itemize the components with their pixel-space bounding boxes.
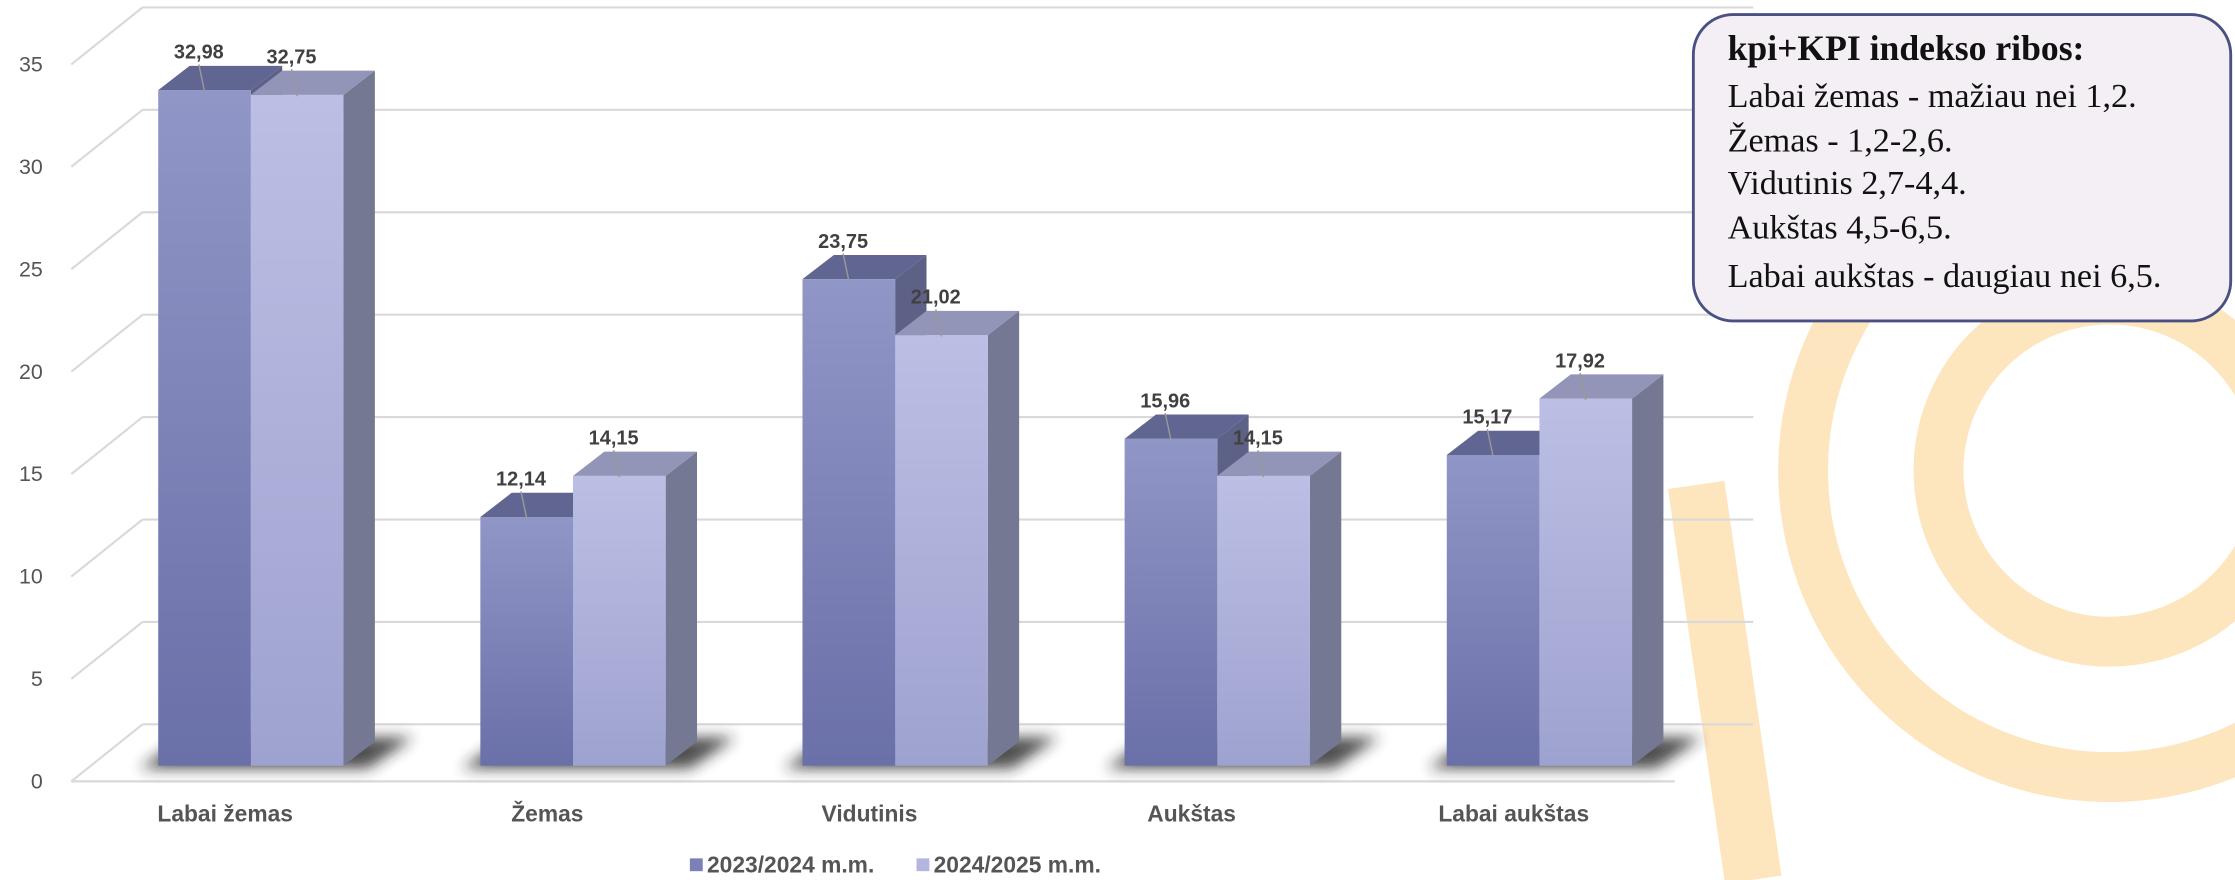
x-tick-label: Aukštas	[1147, 800, 1236, 826]
legend-label: 2024/2025 m.m.	[934, 852, 1101, 878]
legend: 2023/2024 m.m. 2024/2025 m.m.	[689, 852, 1101, 878]
y-tick-label: 20	[19, 360, 43, 384]
label-leader	[1579, 372, 1587, 401]
bar	[480, 517, 574, 766]
grid-line	[70, 108, 144, 168]
bar	[158, 90, 251, 766]
bar-top	[895, 310, 1020, 336]
label-leader	[612, 450, 621, 478]
annotation-line: Žemas - 1,2-2,6.	[1728, 122, 1953, 159]
bar-top	[1217, 451, 1342, 476]
label-leader	[842, 253, 850, 281]
bar-side	[987, 310, 1020, 766]
bar-top	[802, 254, 927, 280]
value-label: 15,17	[1462, 407, 1512, 429]
annotation-line: Labai aukštas - daugiau nei 6,5.	[1728, 258, 2162, 295]
bar-top	[158, 65, 283, 91]
bar-top	[1124, 414, 1249, 439]
value-label: 15,96	[1140, 390, 1190, 412]
y-tick-label: 5	[31, 667, 43, 691]
label-leader	[198, 64, 206, 92]
annotation-line: Vidutinis 2,7-4,4.	[1728, 165, 1967, 202]
grid-line	[70, 518, 144, 578]
y-tick-label: 10	[19, 565, 43, 589]
bar	[802, 279, 896, 766]
value-label: 12,14	[496, 469, 546, 491]
x-tick-label: Labai žemas	[157, 800, 293, 826]
legend-swatch	[916, 858, 930, 872]
value-label: 14,15	[589, 427, 639, 449]
label-leader	[1257, 450, 1265, 478]
bar-top	[573, 451, 698, 476]
value-label: 23,75	[818, 231, 868, 253]
y-tick-label: 35	[19, 53, 43, 77]
y-tick-label: 30	[19, 155, 43, 179]
bar-top	[250, 70, 375, 95]
label-leader	[1164, 412, 1172, 441]
x-tick-label: Labai aukštas	[1438, 800, 1589, 826]
value-label: 21,02	[911, 287, 961, 309]
x-tick-label: Vidutinis	[822, 800, 918, 826]
annotation-box: kpi+KPI indekso ribos: Labai žemas - maž…	[1691, 13, 2233, 323]
y-tick-label: 0	[31, 770, 43, 794]
bar	[895, 335, 988, 766]
bar	[250, 94, 344, 766]
bar	[1217, 475, 1310, 766]
grid-line	[70, 6, 144, 66]
legend-label: 2023/2024 m.m.	[707, 852, 874, 878]
y-tick-label: 25	[19, 257, 43, 281]
bar-top	[1539, 374, 1664, 399]
annotation-title: kpi+KPI indekso ribos:	[1728, 28, 2085, 68]
label-leader	[290, 69, 298, 97]
bar	[573, 475, 666, 766]
grid-line	[70, 621, 144, 680]
value-label: 32,75	[267, 46, 317, 68]
y-tick-label: 15	[19, 462, 43, 486]
annotation-line: Aukštas 4,5-6,5.	[1728, 209, 1952, 246]
x-tick-label: Žemas	[511, 800, 583, 826]
grid-line	[70, 211, 144, 271]
bar-side	[1632, 374, 1664, 766]
value-label: 32,98	[174, 42, 224, 64]
label-leader	[1486, 429, 1494, 457]
bar-side	[343, 70, 375, 766]
annotation-line: Labai žemas - mažiau nei 1,2.	[1728, 78, 2137, 115]
grid: 0 5 10 15 20 25 30 35	[19, 6, 1754, 794]
grid-line	[70, 313, 144, 373]
bar	[1539, 398, 1633, 766]
label-leader	[520, 491, 528, 519]
bar	[1124, 438, 1218, 766]
bar-side	[665, 451, 698, 766]
bars: Labai žemas Žemas Vidutinis Aukštas Labai au…	[139, 42, 1702, 826]
legend-swatch	[689, 858, 703, 872]
bar-side	[1309, 451, 1342, 766]
value-label: 17,92	[1555, 350, 1605, 372]
label-leader	[935, 309, 943, 337]
grid-line	[70, 416, 144, 475]
value-label: 14,15	[1233, 427, 1283, 449]
grid-line	[70, 723, 144, 783]
bar	[1446, 454, 1540, 766]
